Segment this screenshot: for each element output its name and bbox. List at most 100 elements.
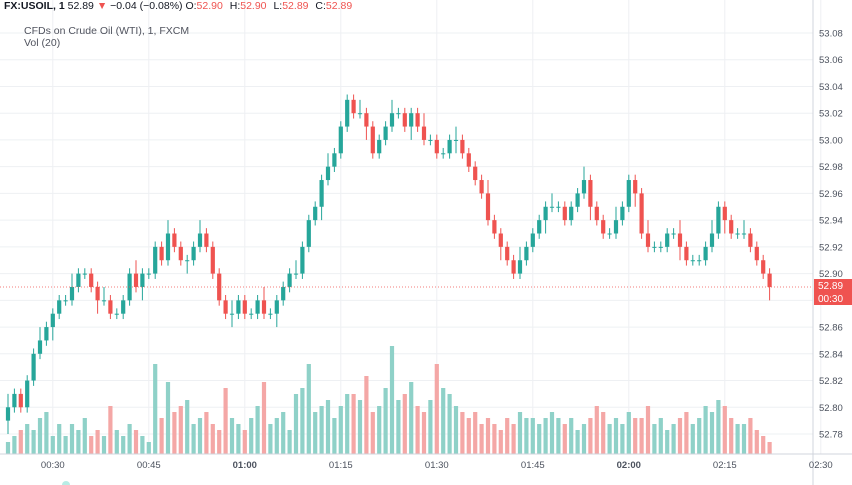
candle-body [466,153,471,167]
candle-body [261,300,267,314]
volume-bar [447,394,452,454]
candle-body [716,206,721,234]
candle-body [530,233,535,247]
candle-body [473,166,478,181]
volume-bar [159,418,164,454]
candle-body [389,113,395,127]
volume-bar [677,418,683,454]
time-axis[interactable]: 00:30 00:45 01:00 01:15 01:30 01:45 02:00 02:15… [41,460,852,471]
volume-bar [31,430,36,454]
volume-bar [684,412,689,454]
candle-body [345,99,350,127]
chart-grid [0,0,822,454]
candle-body [684,246,689,261]
volume-bar [281,412,286,454]
volume-bar [453,406,459,454]
candle-body [274,300,279,314]
price-axis[interactable]: 53.08 53.06 53.04 53.02 53.00 52.98 52.96 52.94… [819,29,843,441]
volume-bar [645,406,651,454]
down-arrow-icon: ▼ [96,0,108,12]
volume-bar [153,364,158,454]
volume-bar [709,412,715,454]
volume-bar [197,418,203,454]
volume-bar [76,430,81,454]
volume-bar [12,436,17,454]
candle-body [524,246,529,261]
candle-body [421,126,427,140]
candle-body [210,246,215,274]
volume-bar [421,412,427,454]
volume-study-label[interactable]: Vol (20) [24,37,61,49]
candle-body [76,273,81,287]
volume-bar [313,412,318,454]
volume-bar [492,424,497,454]
volume-bar [505,418,510,454]
y-tick-label: 52.80 [819,403,843,414]
candle-body [671,233,676,235]
close-value: 52.89 [325,0,353,12]
volume-bar [402,394,407,454]
candle-body [114,313,119,315]
volume-bar [569,418,574,454]
candle-body [549,206,555,208]
candle-body [165,233,171,261]
volume-bar [633,418,638,454]
volume-bar [383,388,388,454]
volume-bar [428,400,433,454]
candle-body [505,246,510,261]
open-value: 52.90 [196,0,223,12]
candle-body [268,313,273,315]
volume-bar [364,376,369,454]
candle-body [441,153,446,155]
volume-bar [741,424,747,454]
volume-bar [165,382,171,454]
time-axis-handle[interactable] [62,481,70,485]
volume-bar [581,424,587,454]
candle-body [428,139,433,141]
x-tick-label: 01:30 [425,460,449,471]
volume-bar [588,418,593,454]
volume-bar [63,436,68,454]
candle-body [357,113,363,115]
y-tick-label: 52.82 [819,376,843,387]
volume-bars [5,346,772,454]
candle-body [709,233,715,247]
volume-bar [261,382,267,454]
candle-body [332,153,337,167]
volume-bar [89,436,94,454]
candle-body [498,233,503,247]
candle-body [460,139,465,154]
candle-body [325,166,331,181]
volume-bar [434,364,439,454]
candle-body [447,139,452,154]
candle-body [229,313,235,315]
candle-body [306,220,311,247]
candle-body [594,206,599,221]
volume-bar [735,424,740,454]
countdown-badge-bg [814,292,852,305]
candle-body [281,286,286,301]
volume-bar [127,424,132,454]
volume-bar [37,418,43,454]
x-tick-label: 02:30 [809,460,833,471]
volume-bar [460,412,465,454]
volume-bar [748,418,753,454]
price-change: −0.04 (−0.08%) [110,0,183,12]
x-tick-label: 01:45 [521,460,545,471]
volume-bar [415,406,420,454]
volume-bar [754,430,759,454]
volume-bar [357,400,363,454]
volume-bar [325,400,331,454]
candle-body [101,300,107,302]
volume-bar [5,442,11,454]
volume-bar [613,418,619,454]
candle-body [57,300,62,314]
candle-body [658,246,663,248]
candle-body [722,206,727,221]
candle-body [415,113,420,127]
x-tick-label: 00:30 [41,460,65,471]
volume-bar [18,430,23,454]
volume-bar [57,424,62,454]
candle-body [517,260,523,274]
